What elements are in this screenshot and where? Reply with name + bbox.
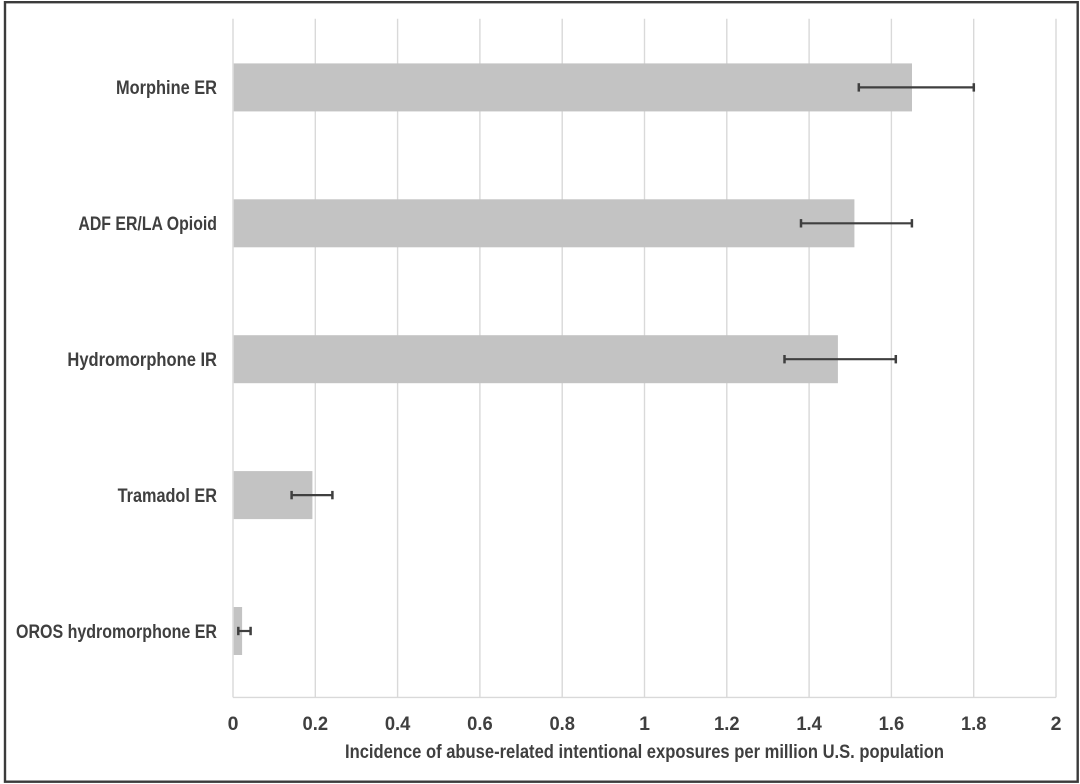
svg-text:Incidence of abuse-related int: Incidence of abuse-related intentional e… [345,741,944,763]
svg-text:Hydromorphone IR: Hydromorphone IR [67,349,217,371]
svg-text:2: 2 [1051,713,1062,735]
svg-text:0.4: 0.4 [385,713,411,735]
svg-text:0.2: 0.2 [303,713,329,735]
svg-text:1.2: 1.2 [714,713,740,735]
svg-text:Tramadol ER: Tramadol ER [118,485,217,507]
svg-text:1.6: 1.6 [879,713,905,735]
svg-text:Morphine ER: Morphine ER [116,77,217,99]
svg-text:0: 0 [228,713,239,735]
svg-text:OROS hydromorphone ER: OROS hydromorphone ER [16,621,217,643]
svg-text:0.8: 0.8 [549,713,575,735]
svg-text:1: 1 [639,713,650,735]
svg-text:1.4: 1.4 [796,713,822,735]
svg-text:0.6: 0.6 [467,713,493,735]
svg-text:1.8: 1.8 [961,713,987,735]
svg-text:ADF ER/LA Opioid: ADF ER/LA Opioid [78,213,217,235]
